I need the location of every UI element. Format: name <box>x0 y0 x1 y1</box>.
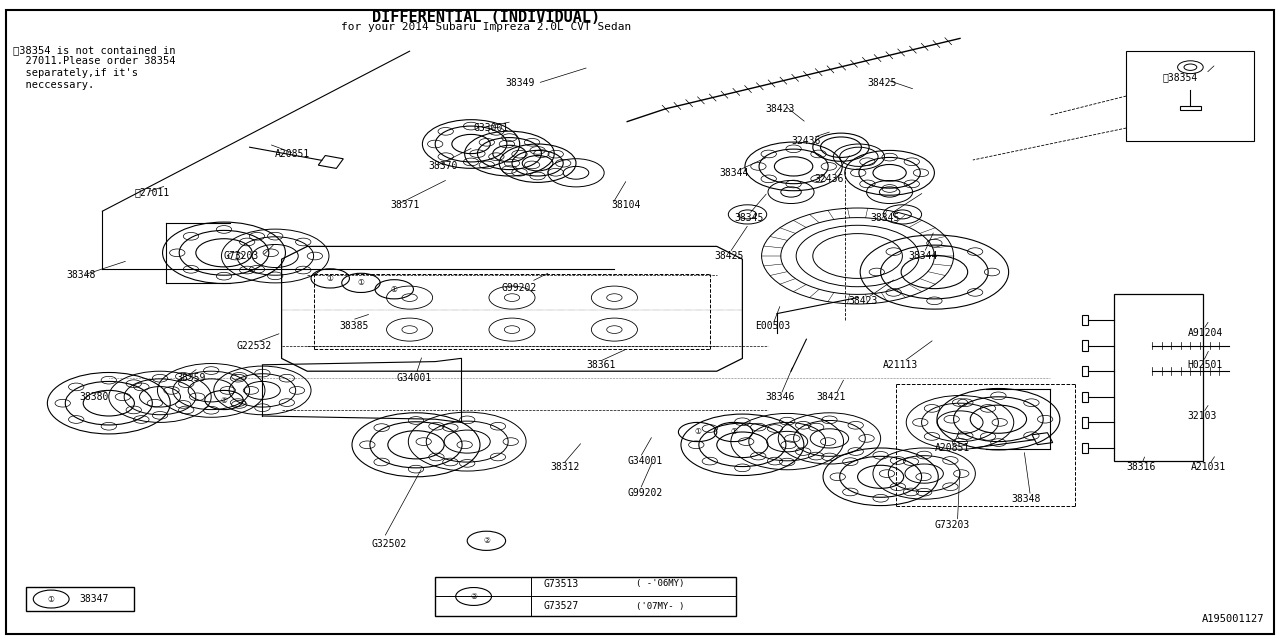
Text: 38345: 38345 <box>735 212 764 223</box>
Text: G34001: G34001 <box>397 372 433 383</box>
Text: G22532: G22532 <box>237 340 273 351</box>
Text: A91204: A91204 <box>1188 328 1224 338</box>
Text: 32436: 32436 <box>814 174 844 184</box>
Text: 38371: 38371 <box>390 200 420 210</box>
Bar <box>26 587 134 611</box>
Text: G99202: G99202 <box>502 283 538 293</box>
Text: 38344: 38344 <box>909 251 938 261</box>
Text: 32103: 32103 <box>1188 411 1217 421</box>
Text: 38425: 38425 <box>868 78 897 88</box>
Text: 38344: 38344 <box>719 168 749 178</box>
Text: G33001: G33001 <box>474 123 509 133</box>
Text: ※27011: ※27011 <box>134 187 170 197</box>
Bar <box>435 577 736 616</box>
Text: ※38354 is not contained in
  27011.Please order 38354
  separately,if it's
  nec: ※38354 is not contained in 27011.Please … <box>13 45 175 90</box>
Text: G73203: G73203 <box>224 251 260 261</box>
Text: 38361: 38361 <box>586 360 616 370</box>
Text: 38104: 38104 <box>612 200 641 210</box>
Text: 38370: 38370 <box>429 161 458 172</box>
Text: 38312: 38312 <box>550 462 580 472</box>
Text: G73527: G73527 <box>544 601 580 611</box>
Text: A20851: A20851 <box>275 148 311 159</box>
Text: E00503: E00503 <box>755 321 791 332</box>
Text: G32502: G32502 <box>371 539 407 549</box>
Text: 32436: 32436 <box>791 136 820 146</box>
Text: ②: ② <box>470 592 477 601</box>
Text: A20851: A20851 <box>934 443 970 453</box>
Text: A21031: A21031 <box>1190 462 1226 472</box>
Text: ①: ① <box>390 285 398 294</box>
Text: 38347: 38347 <box>79 594 109 604</box>
Text: ②: ② <box>483 536 490 545</box>
Bar <box>1114 294 1203 461</box>
Text: DIFFERENTIAL (INDIVIDUAL): DIFFERENTIAL (INDIVIDUAL) <box>372 10 600 24</box>
Text: 38380: 38380 <box>79 392 109 402</box>
Text: ('07MY- ): ('07MY- ) <box>636 602 685 611</box>
Text: 38359: 38359 <box>177 372 206 383</box>
Text: ①: ① <box>694 428 701 436</box>
Text: G99202: G99202 <box>627 488 663 498</box>
Text: ( -'06MY): ( -'06MY) <box>636 579 685 588</box>
Bar <box>1126 51 1254 141</box>
Text: H02501: H02501 <box>1188 360 1224 370</box>
Text: G73203: G73203 <box>934 520 970 530</box>
Text: for your 2014 Subaru Impreza 2.0L CVT Sedan: for your 2014 Subaru Impreza 2.0L CVT Se… <box>342 22 631 33</box>
Text: 38348: 38348 <box>67 270 96 280</box>
Text: A21113: A21113 <box>883 360 919 370</box>
Text: 38345: 38345 <box>870 212 900 223</box>
Text: 38349: 38349 <box>506 78 535 88</box>
Text: ※38354: ※38354 <box>1162 72 1198 82</box>
Text: 38423: 38423 <box>765 104 795 114</box>
Text: G34001: G34001 <box>627 456 663 466</box>
Text: 38346: 38346 <box>765 392 795 402</box>
Text: ①: ① <box>357 278 365 287</box>
Text: ②: ② <box>220 396 228 404</box>
Text: 38425: 38425 <box>714 251 744 261</box>
Text: ①: ① <box>730 428 737 436</box>
Text: G73513: G73513 <box>544 579 580 589</box>
Text: 38316: 38316 <box>1126 462 1156 472</box>
Text: ①: ① <box>47 595 55 604</box>
Text: 38421: 38421 <box>817 392 846 402</box>
Text: 38348: 38348 <box>1011 494 1041 504</box>
Text: A195001127: A195001127 <box>1202 614 1265 624</box>
Text: ①: ① <box>326 274 334 283</box>
Text: 38385: 38385 <box>339 321 369 332</box>
Text: 38423: 38423 <box>849 296 878 306</box>
